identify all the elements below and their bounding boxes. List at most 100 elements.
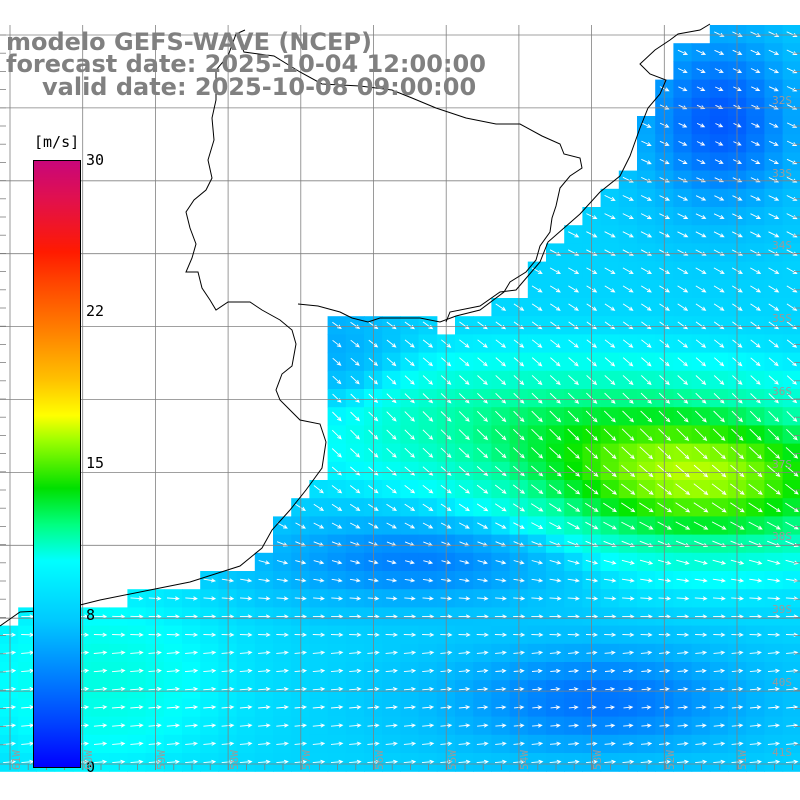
wind-arrow [640, 375, 652, 386]
lat-label-32s: 32S [772, 94, 792, 107]
wind-arrow [750, 195, 761, 201]
wind-arrow [385, 650, 399, 655]
wind-arrow [750, 393, 761, 404]
wind-arrow [422, 522, 434, 529]
wind-arrow [623, 687, 634, 692]
wind-arrow [495, 741, 507, 746]
wind-arrow [203, 578, 217, 583]
wind-arrow [604, 357, 616, 367]
wind-arrow [641, 122, 652, 128]
wind-arrow [785, 502, 799, 513]
wind-arrow [677, 231, 689, 238]
wind-arrow [531, 410, 543, 423]
wind-arrow [567, 428, 580, 441]
wind-arrow [404, 522, 416, 529]
wind-arrow [549, 522, 562, 529]
wind-arrow [695, 392, 707, 404]
wind-arrow [495, 303, 507, 311]
wind-arrow [531, 759, 544, 765]
wind-arrow [786, 357, 797, 367]
wind-arrow [332, 375, 342, 385]
lat-label-34s: 34S [772, 239, 792, 252]
wind-arrow [350, 357, 360, 366]
wind-arrow [749, 705, 762, 710]
wind-arrow [750, 357, 761, 367]
lat-label-39s: 39S [772, 603, 792, 616]
wind-arrow [604, 741, 616, 746]
wind-arrow [494, 484, 507, 494]
lat-label-41s: 41S [772, 746, 792, 759]
wind-arrow [677, 650, 689, 655]
wind-arrow [549, 596, 562, 601]
wind-arrow [714, 357, 725, 367]
wind-arrow [148, 741, 162, 746]
wind-arrow [549, 410, 562, 423]
wind-arrow [640, 578, 654, 583]
wind-arrow [166, 705, 181, 710]
wind-arrow [750, 159, 761, 164]
wind-arrow [695, 759, 708, 765]
wind-arrow [567, 465, 581, 477]
wind-arrow [185, 650, 199, 655]
wind-arrow [550, 705, 561, 710]
wind-arrow [622, 176, 634, 183]
wind-arrow [185, 596, 198, 601]
lon-label-53w: 53W [591, 750, 604, 770]
wind-arrow [713, 392, 725, 404]
wind-arrow [477, 705, 489, 710]
wind-arrow [203, 705, 217, 710]
wind-arrow [676, 410, 689, 423]
wind-arrow [349, 578, 361, 583]
wind-arrow [549, 249, 562, 256]
wind-arrow [603, 596, 617, 601]
wind-arrow [531, 447, 544, 459]
wind-arrow [694, 596, 708, 601]
wind-arrow [239, 632, 253, 637]
wind-arrow [495, 596, 507, 601]
wind-arrow [386, 375, 397, 385]
wind-arrow [459, 560, 470, 565]
wind-arrow [640, 249, 652, 256]
wind-arrow [604, 213, 616, 220]
wind-arrow [294, 650, 308, 655]
wind-arrow [695, 668, 707, 674]
wind-arrow [459, 578, 470, 583]
colorbar-tick-0: 0 [86, 758, 96, 776]
wind-arrow [766, 502, 781, 513]
wind-arrow [767, 759, 781, 765]
wind-arrow [640, 392, 652, 404]
wind-arrow [677, 49, 689, 55]
wind-arrow [750, 375, 761, 385]
lon-label-58w: 58W [228, 750, 241, 770]
wind-arrow [166, 668, 181, 673]
wind-arrow [403, 759, 417, 765]
wind-arrow [767, 650, 781, 655]
wind-arrow [295, 503, 306, 511]
wind-arrow [294, 632, 308, 637]
lat-label-38s: 38S [772, 530, 792, 543]
wind-arrow [641, 158, 652, 165]
wind-arrow [422, 503, 434, 512]
wind-arrow [676, 559, 690, 565]
wind-arrow [458, 741, 471, 746]
lat-label-40s: 40S [772, 676, 792, 689]
wind-arrow [313, 503, 325, 511]
wind-speed-cell [782, 243, 800, 263]
wind-arrow [148, 614, 162, 619]
wind-arrow [330, 650, 344, 655]
wind-arrow [695, 632, 708, 637]
wind-arrow [750, 49, 761, 55]
wind-arrow [476, 650, 489, 655]
wind-arrow [94, 759, 108, 764]
wind-arrow [768, 213, 780, 219]
wind-arrow [567, 632, 580, 637]
wind-arrow [258, 723, 271, 728]
wind-arrow [676, 614, 690, 619]
wind-arrow [422, 632, 435, 637]
lon-label-56w: 56W [373, 750, 386, 770]
wind-arrow [3, 705, 17, 710]
wind-arrow [111, 705, 126, 710]
wind-arrow [404, 375, 415, 385]
wind-arrow [477, 375, 488, 385]
wind-arrow [386, 522, 397, 529]
